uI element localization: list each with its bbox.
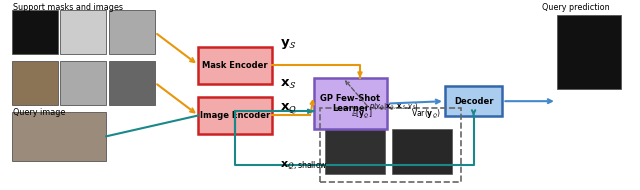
Bar: [392, 129, 452, 174]
Bar: [325, 129, 385, 174]
Text: Image Encoder: Image Encoder: [200, 111, 270, 120]
Bar: [109, 10, 155, 54]
Bar: [12, 112, 106, 161]
Text: Query prediction: Query prediction: [542, 3, 610, 12]
Text: Mask Encoder: Mask Encoder: [202, 61, 268, 70]
Text: $\mathbf{x}_{\mathcal{Q},\mathrm{shallow}}$: $\mathbf{x}_{\mathcal{Q},\mathrm{shallow…: [280, 159, 328, 172]
Text: $\mathbf{x}_{\mathcal{Q}}$: $\mathbf{x}_{\mathcal{Q}}$: [280, 101, 298, 116]
FancyBboxPatch shape: [314, 78, 387, 129]
FancyBboxPatch shape: [445, 86, 502, 116]
Text: $\mathbb{E}[\mathbf{y}_{\mathcal{Q}}]$: $\mathbb{E}[\mathbf{y}_{\mathcal{Q}}]$: [351, 108, 372, 120]
Text: Query image: Query image: [13, 108, 65, 117]
Bar: [12, 61, 58, 105]
Text: Decoder: Decoder: [454, 97, 493, 106]
Text: Support masks and images: Support masks and images: [13, 3, 123, 12]
FancyBboxPatch shape: [198, 47, 272, 84]
FancyBboxPatch shape: [198, 97, 272, 134]
Text: $p(y_{\mathcal{Q}}|\mathbf{x}_{\mathcal{Q}}, \mathbf{x}_{\mathcal{S}}, y_{\mathc: $p(y_{\mathcal{Q}}|\mathbf{x}_{\mathcal{…: [369, 101, 419, 112]
Bar: [60, 61, 106, 105]
Bar: [109, 61, 155, 105]
Bar: [12, 10, 58, 54]
Text: GP Few-Shot
Learner: GP Few-Shot Learner: [321, 94, 380, 113]
Text: $\mathbf{x}_{\mathcal{S}}$: $\mathbf{x}_{\mathcal{S}}$: [280, 78, 297, 91]
Text: $\mathbf{y}_{\mathcal{S}}$: $\mathbf{y}_{\mathcal{S}}$: [280, 37, 297, 51]
Bar: [557, 15, 621, 89]
Bar: [60, 10, 106, 54]
Text: $\mathrm{Var}(\mathbf{y}_{\mathcal{Q}})$: $\mathrm{Var}(\mathbf{y}_{\mathcal{Q}})$: [411, 108, 440, 120]
